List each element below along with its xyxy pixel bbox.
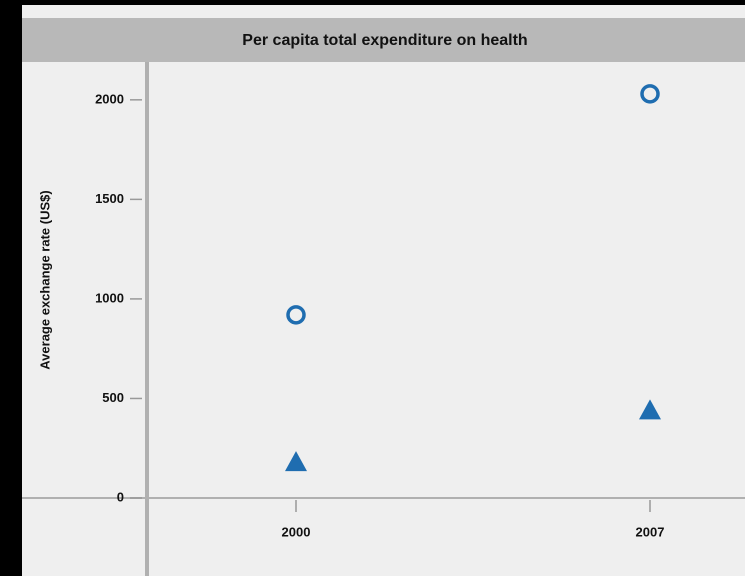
point (286, 305, 306, 325)
y-axis-label: Average exchange rate (US$) (37, 190, 52, 369)
x-tick-label: 2000 (282, 524, 311, 539)
y-tick-label: 2000 (95, 91, 124, 106)
x-tick-label: 2007 (636, 524, 665, 539)
chart-title: Per capita total expenditure on health (242, 32, 527, 49)
y-tick-label: 0 (117, 489, 124, 504)
y-tick-label: 500 (102, 390, 124, 405)
point (285, 451, 307, 472)
panel (22, 5, 745, 576)
y-tick-label: 1000 (95, 290, 124, 305)
point (640, 84, 660, 104)
point (639, 399, 661, 420)
title-bar (22, 18, 745, 62)
y-tick-label: 1500 (95, 191, 124, 206)
